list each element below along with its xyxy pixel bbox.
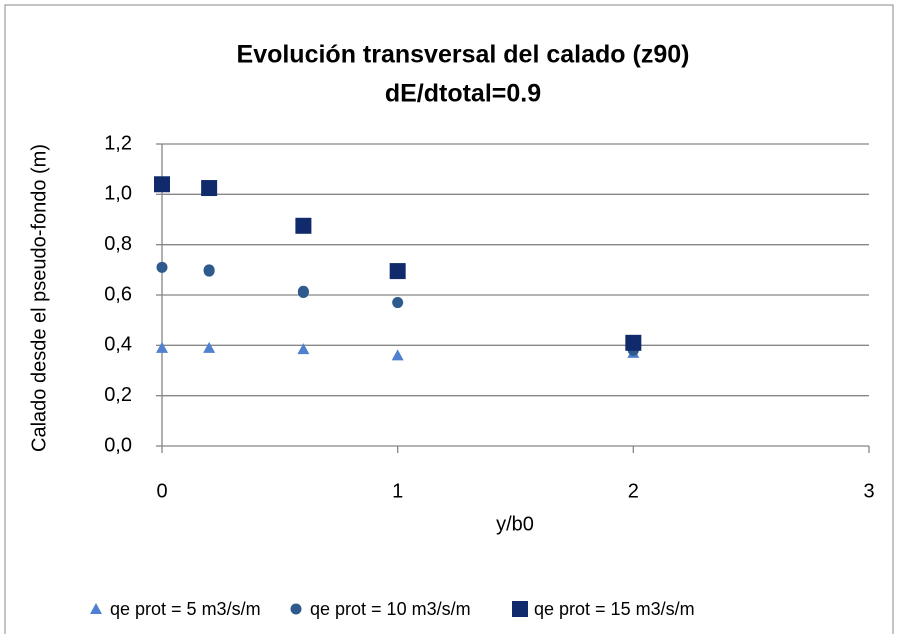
marker-square [201, 180, 218, 197]
y-axis-label: Calado desde el pseudo-fondo (m) [28, 144, 50, 452]
marker-triangle [203, 341, 216, 353]
marker-square [389, 263, 406, 280]
marker-triangle [391, 349, 404, 361]
x-tick-label: 0 [156, 480, 167, 502]
x-axis-label: y/b0 [496, 513, 534, 535]
marker-square [295, 217, 312, 234]
y-tick-label: 1,0 [104, 183, 132, 205]
y-tick-label: 0,0 [104, 434, 132, 456]
legend-label: qe prot = 10 m3/s/m [310, 599, 471, 619]
chart-border [4, 4, 894, 639]
marker-triangle [156, 341, 168, 353]
chart-title: Evolución transversal del calado (z90) [237, 41, 690, 69]
legend-label: qe prot = 15 m3/s/m [534, 599, 695, 619]
marker-circle [392, 297, 404, 309]
x-tick-label: 2 [628, 480, 639, 502]
marker-circle [290, 603, 302, 615]
chart-subtitle: dE/dtotal=0.9 [385, 80, 541, 108]
marker-triangle [90, 603, 102, 614]
x-tick-label: 3 [863, 480, 874, 502]
legend-label: qe prot = 5 m3/s/m [110, 599, 261, 619]
marker-circle [203, 265, 215, 277]
marker-circle [156, 261, 168, 273]
marker-circle [297, 286, 309, 298]
marker-square [154, 176, 170, 193]
y-tick-label: 0,2 [104, 384, 132, 406]
x-tick-label: 1 [392, 480, 403, 502]
y-tick-label: 0,8 [104, 233, 132, 255]
marker-square [512, 601, 528, 617]
y-tick-label: 0,6 [104, 283, 132, 305]
marker-square [625, 334, 642, 351]
y-tick-label: 0,4 [104, 334, 132, 356]
y-tick-label: 1,2 [104, 132, 132, 154]
marker-triangle [297, 343, 310, 355]
